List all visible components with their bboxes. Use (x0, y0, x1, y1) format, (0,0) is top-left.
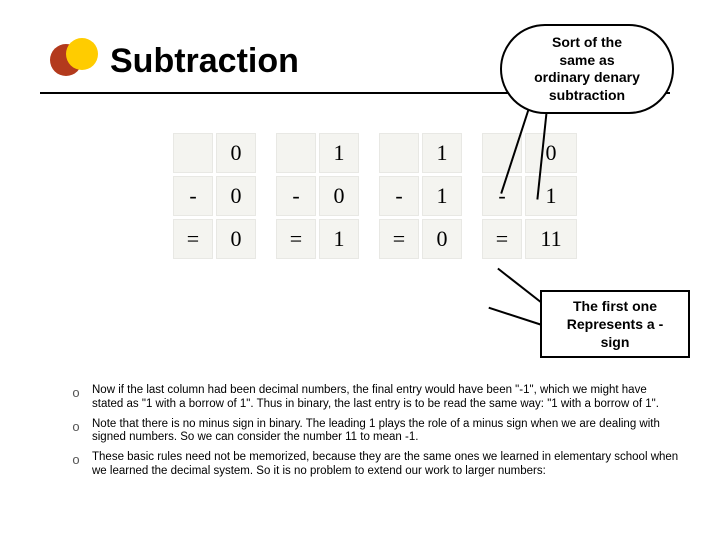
table-cell: - (276, 176, 316, 216)
table-cell: 11 (525, 219, 577, 259)
callout-right: The first one Represents a - sign (540, 290, 690, 358)
table-cell (482, 133, 522, 173)
table-row: = 0 = 1 = 0 = 11 (173, 219, 577, 259)
table-spacer (259, 219, 273, 259)
table-cell: = (482, 219, 522, 259)
table-cell: 0 (422, 219, 462, 259)
table-cell (173, 133, 213, 173)
table-cell: = (173, 219, 213, 259)
table-cell: - (379, 176, 419, 216)
table-spacer (465, 176, 479, 216)
table-cell: - (482, 176, 522, 216)
table-cell (276, 133, 316, 173)
bullet-text: These basic rules need not be memorized,… (92, 451, 680, 479)
bullet-text: Note that there is no minus sign in bina… (92, 418, 680, 446)
table-spacer (259, 176, 273, 216)
table-cell: 1 (319, 133, 359, 173)
table-cell: 0 (216, 176, 256, 216)
table-cell: - (173, 176, 213, 216)
callout-top: Sort of the same as ordinary denary subt… (500, 24, 674, 114)
bullet-list: o Now if the last column had been decima… (60, 384, 680, 485)
table-cell: 1 (319, 219, 359, 259)
table-spacer (362, 219, 376, 259)
table-spacer (362, 176, 376, 216)
table-cell: 0 (216, 219, 256, 259)
table-cell: = (379, 219, 419, 259)
page-title: Subtraction (110, 42, 299, 81)
bullet-marker: o (60, 451, 92, 479)
table-row: - 0 - 0 - 1 - 1 (173, 176, 577, 216)
table-cell: = (276, 219, 316, 259)
table-cell: 0 (525, 133, 577, 173)
table-cell: 0 (319, 176, 359, 216)
table-spacer (362, 133, 376, 173)
table-cell: 1 (525, 176, 577, 216)
subtraction-table: 0 1 1 0 - 0 - 0 - 1 - 1 = 0 (170, 130, 580, 262)
bullet-marker: o (60, 418, 92, 446)
list-item: o Now if the last column had been decima… (60, 384, 680, 412)
table-cell (379, 133, 419, 173)
table-cell: 0 (216, 133, 256, 173)
table-row: 0 1 1 0 (173, 133, 577, 173)
table-spacer (259, 133, 273, 173)
callout-top-text: Sort of the same as ordinary denary subt… (534, 34, 640, 104)
circle-yellow (66, 38, 98, 70)
table-spacer (465, 219, 479, 259)
table-spacer (465, 133, 479, 173)
callout-right-text: The first one Represents a - sign (567, 297, 663, 352)
list-item: o Note that there is no minus sign in bi… (60, 418, 680, 446)
bullet-text: Now if the last column had been decimal … (92, 384, 680, 412)
bullet-marker: o (60, 384, 92, 412)
list-item: o These basic rules need not be memorize… (60, 451, 680, 479)
table-cell: 1 (422, 133, 462, 173)
table-cell: 1 (422, 176, 462, 216)
